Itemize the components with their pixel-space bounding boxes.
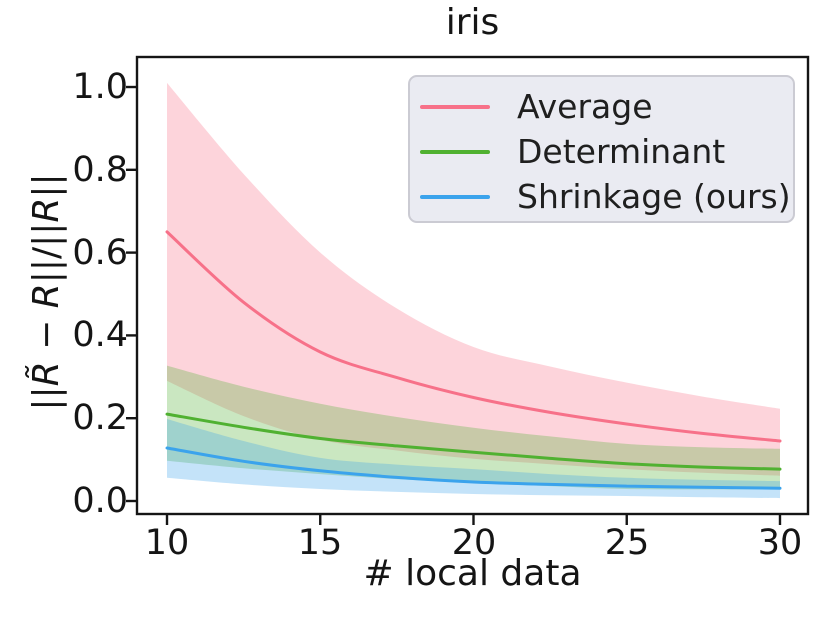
x-tick-label: 20 [451,523,497,563]
y-tick-label: 0.2 [72,398,128,438]
chart-title: iris [445,2,500,43]
y-tick-label: 0.4 [72,315,128,355]
y-tick-label: 1.0 [72,67,128,107]
legend-label-determinant: Determinant [517,132,726,171]
plot-frame [135,55,810,516]
legend-item-shrinkage: Shrinkage (ours) [420,174,793,219]
legend-label-shrinkage: Shrinkage (ours) [517,177,791,216]
legend: Average Determinant Shrinkage (ours) [408,75,795,223]
legend-item-determinant: Determinant [420,129,793,174]
line-shrinkage [165,446,782,490]
band-average [167,82,780,476]
x-tick-label: 25 [604,523,650,563]
y-tick-label: 0.8 [72,150,128,190]
y-tick-label: 0.6 [72,233,128,273]
x-axis-label: # local data [363,553,582,594]
band-shrinkage [167,419,780,499]
legend-line-determinant-icon [420,149,490,154]
line-determinant [165,412,782,471]
y-tick-label: 0.0 [72,481,128,521]
legend-item-average: Average [420,84,793,129]
legend-label-average: Average [517,87,653,126]
x-tick-label: 15 [297,523,343,563]
band-determinant [167,365,780,490]
legend-line-shrinkage-icon [420,194,490,199]
x-tick-label: 10 [144,523,190,563]
x-tick-label: 30 [757,523,803,563]
legend-line-average-icon [420,104,490,109]
line-average [165,230,782,443]
